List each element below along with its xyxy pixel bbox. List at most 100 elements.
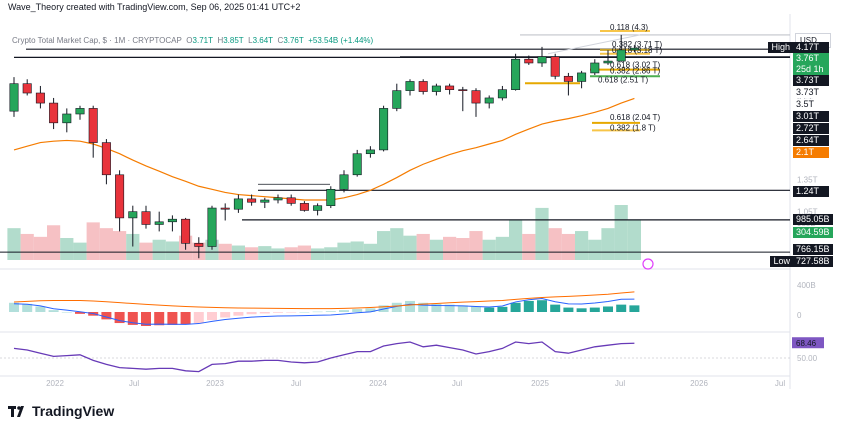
macd-histogram-bar xyxy=(497,306,508,312)
price-tag: 3.73T xyxy=(793,75,829,86)
macd-histogram-bar xyxy=(127,312,138,325)
candle-body xyxy=(405,81,415,91)
macd-histogram-bar xyxy=(391,302,402,312)
volume-bar xyxy=(311,248,325,260)
macd-line xyxy=(13,298,635,325)
time-axis-label: Jul xyxy=(615,379,625,388)
candle-body xyxy=(339,174,349,190)
macd-axis-label: 0 xyxy=(797,311,802,320)
rsi-line xyxy=(13,341,635,373)
price-tag: 3.01T xyxy=(793,111,829,122)
candle-body xyxy=(233,198,243,210)
candle-body xyxy=(88,108,98,143)
volume-bar xyxy=(337,242,351,260)
volume-bar xyxy=(7,228,21,260)
candle-body xyxy=(379,108,389,151)
candle-body xyxy=(511,58,521,90)
volume-bar xyxy=(601,228,615,260)
candle-body xyxy=(471,90,481,104)
volume-bar xyxy=(482,239,496,260)
price-tag: 2.64T xyxy=(793,135,829,146)
fib-label: 0.618 (2.04 T) xyxy=(610,113,660,122)
macd-histogram-bar xyxy=(431,303,442,312)
volume-bar xyxy=(509,219,523,260)
candle-body xyxy=(286,197,296,204)
macd-histogram-bar xyxy=(167,312,178,325)
candle-body xyxy=(313,205,323,211)
time-axis-label: Jul xyxy=(452,379,462,388)
macd-signal-line xyxy=(13,291,635,310)
candle-body xyxy=(101,142,111,176)
time-axis-label: 2025 xyxy=(531,379,549,388)
fib-label: 0.618 (3.18 T) xyxy=(612,46,662,55)
volume-bar xyxy=(33,236,47,260)
ema-line xyxy=(13,97,635,201)
candle-body xyxy=(365,149,375,155)
volume-bar xyxy=(113,231,127,260)
fib-label: 0.382 (2.86 T) xyxy=(610,67,660,76)
volume-bar xyxy=(456,238,470,260)
candle-body xyxy=(497,89,507,99)
volume-bar xyxy=(403,235,417,260)
macd-histogram-bar xyxy=(589,307,600,312)
candle-body xyxy=(524,58,534,64)
volume-bar xyxy=(245,247,259,260)
candle-body xyxy=(207,207,217,247)
volume-bar xyxy=(20,233,34,260)
macd-histogram-bar xyxy=(273,312,283,313)
fib-label: 0.382 (1.8 T) xyxy=(610,123,656,132)
candle-body xyxy=(220,207,230,210)
rsi-value-label: 68.46 xyxy=(796,339,817,348)
price-tag: 2.72T xyxy=(793,123,829,134)
time-axis-label: 2024 xyxy=(369,379,387,388)
chart-area[interactable]: 0.118 (4.3) 0.382 (3.71 T) 0.618 (3.18 T) 0… xyxy=(0,14,850,389)
price-chart-svg[interactable]: 0.118 (4.3) 0.382 (3.71 T)0.618 (3.18 T) 0… xyxy=(0,14,850,389)
macd-histogram-bar xyxy=(101,312,112,320)
tradingview-logo[interactable]: TradingView xyxy=(8,403,114,419)
volume-bar xyxy=(495,236,509,260)
volume-bar xyxy=(284,247,298,260)
volume-bar xyxy=(614,205,628,260)
price-tag-value: 766.15B xyxy=(796,244,830,254)
macd-histogram-bar xyxy=(9,302,19,312)
macd-histogram-bar xyxy=(418,302,429,312)
volume-bar xyxy=(561,233,575,260)
candle-body xyxy=(563,75,573,82)
volume-bar xyxy=(627,219,641,260)
price-tag: 3.76T xyxy=(793,53,829,64)
macd-histogram-bar xyxy=(233,312,244,316)
volume-bar xyxy=(377,231,391,260)
macd-histogram-bar xyxy=(510,302,521,312)
macd-histogram-bar xyxy=(325,311,336,312)
volume-bar xyxy=(416,233,430,260)
fib-label: 0.618 (2.51 T) xyxy=(598,75,648,84)
time-axis-label: Jul xyxy=(129,379,139,388)
candle-body xyxy=(299,203,309,211)
price-tag-value: 3.76T xyxy=(796,53,820,63)
volume-bar xyxy=(271,248,285,260)
macd-histogram-bar xyxy=(61,312,72,313)
candle-body xyxy=(458,89,468,91)
candle-body xyxy=(181,218,191,244)
candle-body xyxy=(194,243,204,247)
price-tag-value: 3.73T xyxy=(796,87,820,97)
candle-body xyxy=(537,56,547,64)
macd-histogram-bar xyxy=(154,312,165,326)
legend-symbol: Crypto Total Market Cap, $ · 1M · CRYPTO… xyxy=(12,36,182,45)
legend-close-label: C xyxy=(277,36,284,45)
legend-low: 3.64T xyxy=(252,36,274,45)
macd-histogram-bar xyxy=(550,304,561,312)
candle-body xyxy=(616,49,626,62)
volume-bar xyxy=(86,222,100,260)
scroll-to-realtime-icon[interactable] xyxy=(642,258,654,270)
volume-bar xyxy=(60,238,74,260)
legend-change: +53.54B (+1.44%) xyxy=(308,36,374,45)
price-axis-label: 1.35T xyxy=(797,175,818,184)
candle-body xyxy=(49,102,59,124)
candle-body xyxy=(550,56,560,77)
price-tag-value: 2.64T xyxy=(796,135,820,145)
price-tag-value: 3.73T xyxy=(796,75,820,85)
price-tag-value: 985.05B xyxy=(796,214,830,224)
candle-body xyxy=(247,198,257,203)
candle-body xyxy=(590,62,600,74)
